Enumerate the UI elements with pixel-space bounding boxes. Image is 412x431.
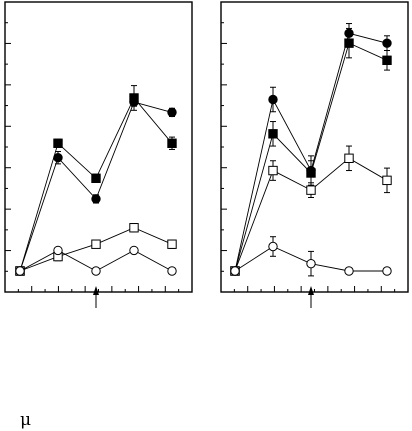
data-point-filled-circle xyxy=(268,94,278,105)
data-point-filled-circle xyxy=(53,153,63,163)
data-point-open-circle xyxy=(129,245,139,256)
data-point-filled-circle xyxy=(167,107,177,118)
data-point-filled-square xyxy=(91,173,101,184)
data-point-open-square xyxy=(344,153,354,164)
data-point-open-circle xyxy=(167,266,177,276)
data-point-open-square xyxy=(129,223,139,233)
data-point-filled-square xyxy=(268,129,278,139)
data-point-open-circle xyxy=(53,245,63,256)
data-point-open-square xyxy=(167,239,177,249)
data-point-filled-circle xyxy=(91,194,101,204)
data-point-filled-square xyxy=(344,38,354,48)
data-point-open-circle xyxy=(91,266,101,276)
data-point-open-circle xyxy=(230,266,240,276)
data-point-filled-circle xyxy=(382,38,392,48)
data-point-open-circle xyxy=(344,266,354,276)
data-point-filled-square xyxy=(382,55,392,65)
data-point-open-square xyxy=(306,185,316,195)
data-point-filled-square xyxy=(53,138,63,148)
data-point-filled-square xyxy=(306,168,316,178)
data-point-open-circle xyxy=(306,258,316,269)
plot-frame xyxy=(220,1,409,293)
series-line xyxy=(234,32,388,272)
chart-panel-right xyxy=(220,1,409,308)
data-point-open-circle xyxy=(268,241,278,252)
mu-symbol: μ xyxy=(20,410,32,430)
data-point-open-circle xyxy=(382,266,392,276)
data-point-filled-square xyxy=(129,93,139,103)
series-line xyxy=(19,227,173,272)
arrow-indicator-head xyxy=(93,286,99,295)
data-point-filled-square xyxy=(167,138,177,148)
arrow-indicator-head xyxy=(308,286,314,295)
data-point-open-square xyxy=(268,165,278,176)
data-point-open-square xyxy=(382,175,392,186)
chart-panel-left xyxy=(4,1,193,308)
data-point-open-circle xyxy=(15,266,25,276)
data-point-open-square xyxy=(91,239,101,249)
